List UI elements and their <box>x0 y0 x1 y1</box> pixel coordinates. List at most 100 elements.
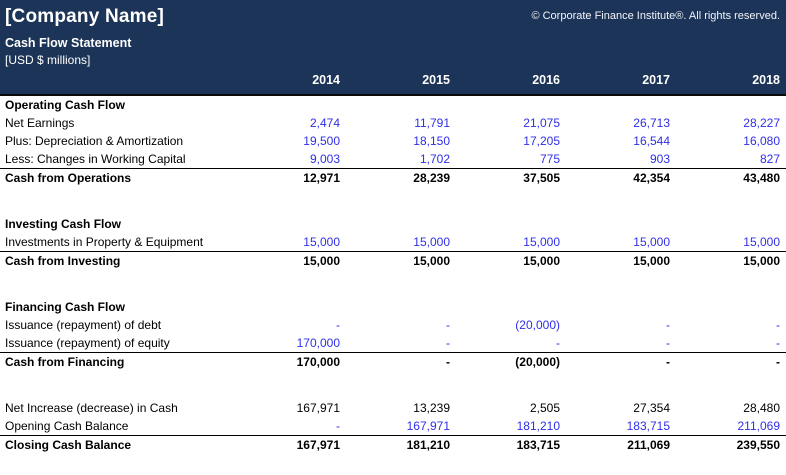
data-row: Investments in Property & Equipment 15,00… <box>0 233 786 251</box>
units-label: [USD $ millions] <box>5 53 91 67</box>
cell-value[interactable]: - <box>446 318 450 332</box>
spacer-row <box>0 371 786 399</box>
cell-value[interactable]: - <box>446 336 450 350</box>
cell-value[interactable]: - <box>666 318 670 332</box>
cell-value[interactable]: 167,971 <box>296 401 340 415</box>
row-label[interactable]: Closing Cash Balance <box>5 438 132 452</box>
cell-value[interactable]: - <box>776 355 780 369</box>
cell-value[interactable]: 15,000 <box>413 254 450 268</box>
cell-value[interactable]: 15,000 <box>413 235 450 249</box>
company-name[interactable]: [Company Name] <box>5 6 165 27</box>
cell-value[interactable]: 17,205 <box>523 134 560 148</box>
cell-value[interactable]: 13,239 <box>413 401 450 415</box>
cell-value[interactable]: 15,000 <box>633 254 670 268</box>
total-row: Cash from Financing 170,000 - (20,000) - - <box>0 352 786 371</box>
cell-value[interactable]: 15,000 <box>523 235 560 249</box>
cell-value[interactable]: 37,505 <box>523 171 560 185</box>
data-row: Issuance (repayment) of debt - - (20,000) - - <box>0 316 786 334</box>
cell-value[interactable]: 775 <box>539 152 560 166</box>
row-label[interactable]: Net Increase (decrease) in Cash <box>5 401 178 415</box>
data-row: Opening Cash Balance - 167,971 181,210 183,7… <box>0 417 786 435</box>
cell-value[interactable]: - <box>336 318 340 332</box>
year-column-header[interactable]: 2016 <box>532 73 560 87</box>
section-title-row: Investing Cash Flow <box>0 215 786 233</box>
cell-value[interactable]: 167,971 <box>296 438 340 452</box>
cell-value[interactable]: 19,500 <box>303 134 340 148</box>
cell-value[interactable]: 15,000 <box>633 235 670 249</box>
row-label[interactable]: Cash from Investing <box>5 254 121 268</box>
cell-value[interactable]: 28,480 <box>743 401 780 415</box>
row-label[interactable]: Issuance (repayment) of equity <box>5 336 170 350</box>
row-label[interactable]: Issuance (repayment) of debt <box>5 318 162 332</box>
row-label[interactable]: Financing Cash Flow <box>5 300 126 314</box>
cell-value[interactable]: 9,003 <box>309 152 340 166</box>
cell-value[interactable]: 2,505 <box>529 401 560 415</box>
total-row: Cash from Investing 15,000 15,000 15,000 15,… <box>0 251 786 270</box>
cell-value[interactable]: 16,544 <box>633 134 670 148</box>
data-row: Less: Changes in Working Capital 9,003 1,7… <box>0 150 786 168</box>
cell-value[interactable]: - <box>446 355 450 369</box>
cell-value[interactable]: 211,069 <box>737 419 781 433</box>
row-label[interactable]: Cash from Operations <box>5 171 132 185</box>
year-header-row: 2014 2015 2016 2017 2018 <box>0 72 786 88</box>
total-row: Cash from Operations 12,971 28,239 37,505 42… <box>0 168 786 187</box>
cell-value[interactable]: 239,550 <box>736 438 780 452</box>
cell-value[interactable]: 28,227 <box>743 116 780 130</box>
cell-value[interactable]: 42,354 <box>633 171 670 185</box>
row-label[interactable]: Less: Changes in Working Capital <box>5 152 186 166</box>
cell-value[interactable]: 15,000 <box>743 235 780 249</box>
row-label[interactable]: Investments in Property & Equipment <box>5 235 204 249</box>
cell-value[interactable]: 43,480 <box>743 171 780 185</box>
year-column-header[interactable]: 2018 <box>752 73 780 87</box>
year-column-header[interactable]: 2014 <box>312 73 340 87</box>
cell-value[interactable]: - <box>776 318 780 332</box>
year-column-header[interactable]: 2015 <box>422 73 450 87</box>
spacer-row <box>0 187 786 215</box>
cell-value[interactable]: - <box>666 355 670 369</box>
data-row: Issuance (repayment) of equity 170,000 - - -… <box>0 334 786 352</box>
cell-value[interactable]: - <box>336 419 340 433</box>
cell-value[interactable]: - <box>666 336 670 350</box>
row-label[interactable]: Opening Cash Balance <box>5 419 129 433</box>
cell-value[interactable]: 183,715 <box>516 438 560 452</box>
cell-value[interactable]: 27,354 <box>633 401 670 415</box>
cell-value[interactable]: 170,000 <box>296 355 340 369</box>
section-title-row: Operating Cash Flow <box>0 96 786 114</box>
cell-value[interactable]: 183,715 <box>626 419 670 433</box>
section-title-row: Financing Cash Flow <box>0 298 786 316</box>
cell-value[interactable]: (20,000) <box>515 355 560 369</box>
year-column-header[interactable]: 2017 <box>642 73 670 87</box>
cell-value[interactable]: 2,474 <box>309 116 340 130</box>
cell-value[interactable]: 11,791 <box>414 116 450 130</box>
title-header-band: [Company Name] © Corporate Finance Insti… <box>0 0 786 96</box>
cell-value[interactable]: 170,000 <box>296 336 340 350</box>
row-label[interactable]: Plus: Depreciation & Amortization <box>5 134 184 148</box>
cell-value[interactable]: 28,239 <box>413 171 450 185</box>
cell-value[interactable]: 15,000 <box>523 254 560 268</box>
cell-value[interactable]: 26,713 <box>633 116 670 130</box>
cell-value[interactable]: 211,069 <box>627 438 670 452</box>
data-row: Net Earnings 2,474 11,791 21,075 26,713 28,22… <box>0 114 786 132</box>
row-label[interactable]: Net Earnings <box>5 116 75 130</box>
row-label[interactable]: Cash from Financing <box>5 355 125 369</box>
cell-value[interactable]: - <box>776 336 780 350</box>
copyright-notice: © Corporate Finance Institute®. All righ… <box>531 10 780 22</box>
cell-value[interactable]: 15,000 <box>743 254 780 268</box>
row-label[interactable]: Investing Cash Flow <box>5 217 122 231</box>
cell-value[interactable]: 181,210 <box>516 419 560 433</box>
cell-value[interactable]: 15,000 <box>303 235 340 249</box>
cell-value[interactable]: 16,080 <box>743 134 780 148</box>
cell-value[interactable]: (20,000) <box>515 318 560 332</box>
row-label[interactable]: Operating Cash Flow <box>5 98 126 112</box>
cell-value[interactable]: 21,075 <box>523 116 560 130</box>
cell-value[interactable]: 167,971 <box>406 419 450 433</box>
cell-value[interactable]: 12,971 <box>303 171 340 185</box>
total-row: Closing Cash Balance 167,971 181,210 183,71… <box>0 435 786 454</box>
cell-value[interactable]: 18,150 <box>413 134 450 148</box>
cell-value[interactable]: - <box>556 336 560 350</box>
cell-value[interactable]: 903 <box>649 152 670 166</box>
cell-value[interactable]: 827 <box>759 152 780 166</box>
cell-value[interactable]: 1,702 <box>419 152 450 166</box>
cell-value[interactable]: 181,210 <box>406 438 450 452</box>
cell-value[interactable]: 15,000 <box>303 254 340 268</box>
